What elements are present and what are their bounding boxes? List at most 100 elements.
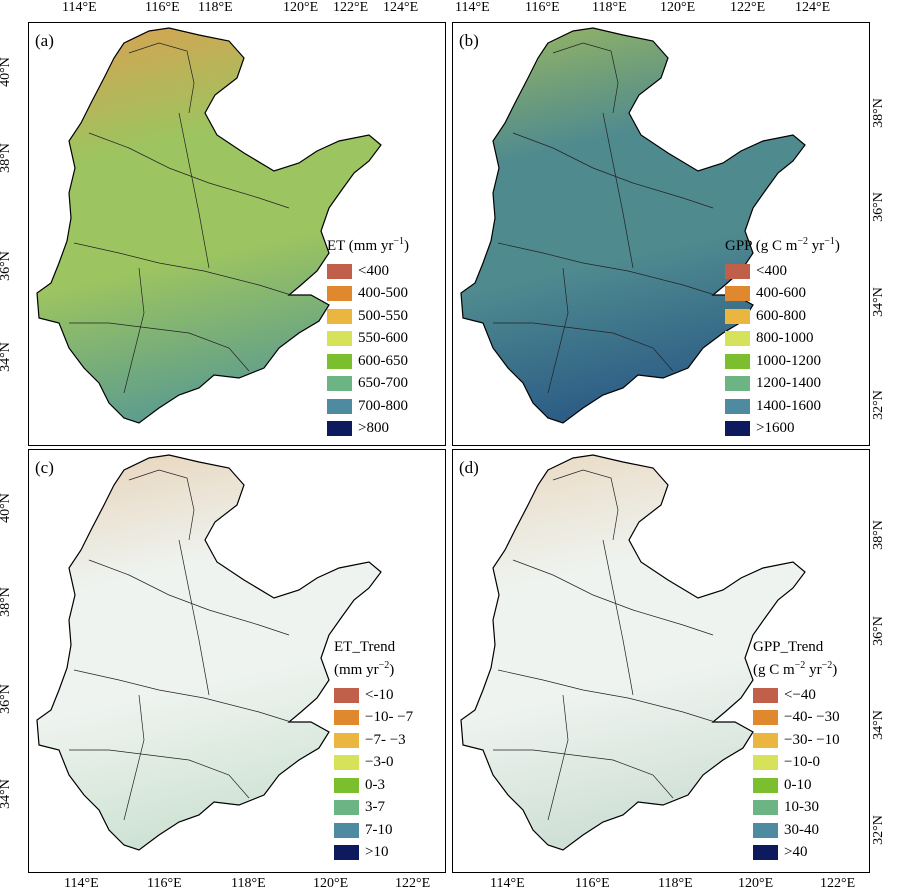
- legend-swatch: [334, 845, 359, 861]
- legend-subtitle: (g C m−2 yr−2): [753, 660, 838, 678]
- province-boundaries: [493, 42, 716, 394]
- legend-label: 600-800: [756, 307, 806, 324]
- x-tick: 120°E: [738, 876, 774, 891]
- legend: ET_Trend (mm yr−2) <-10 −10- −7 −7- −3 −3-0…: [334, 640, 413, 864]
- legend-swatch: [334, 822, 359, 838]
- legend-label: −3-0: [365, 754, 394, 771]
- map-region-a: [36, 27, 382, 424]
- legend-label: 30-40: [784, 821, 819, 838]
- legend-swatch: [725, 308, 750, 324]
- legend-label: 600-650: [358, 352, 408, 369]
- x-tick: 122°E: [730, 0, 766, 15]
- legend-label: 550-600: [358, 330, 408, 347]
- x-tick: 114°E: [62, 0, 97, 15]
- y-tick: 36°N: [0, 251, 13, 281]
- legend-swatch: [753, 710, 778, 726]
- panel-label: (c): [35, 458, 54, 477]
- legend-swatch: [334, 755, 359, 771]
- legend-swatch: [327, 353, 352, 369]
- legend-swatch: [725, 353, 750, 369]
- x-tick: 118°E: [592, 0, 627, 15]
- province-boundaries: [493, 469, 716, 821]
- x-tick: 120°E: [313, 876, 349, 891]
- legend-item: 1000-1200: [725, 350, 840, 373]
- panel-c: (c) ET_Trend (mm yr−2) <-10 −10- −7 −7- −3…: [28, 449, 446, 873]
- x-tick: 122°E: [395, 876, 431, 891]
- legend-label: 0-3: [365, 776, 385, 793]
- legend-label: 650-700: [358, 375, 408, 392]
- map-region-c: [36, 454, 382, 851]
- legend-label: >40: [784, 844, 808, 861]
- legend-label: 400-500: [358, 285, 408, 302]
- x-tick: 122°E: [333, 0, 369, 15]
- legend-swatch: [753, 777, 778, 793]
- panel-a: (a) ET (mm yr−1) <400 400-500 500-550 550-6…: [28, 22, 446, 446]
- x-tick: 124°E: [383, 0, 419, 15]
- panel-d: (d) GPP_Trend (g C m−2 yr−2) <−40 −40- −3…: [452, 449, 870, 873]
- legend-swatch: [725, 263, 750, 279]
- legend-item: <400: [725, 260, 840, 283]
- y-tick: 38°N: [0, 143, 13, 173]
- legend-swatch: [334, 710, 359, 726]
- legend-item: 3-7: [334, 797, 413, 820]
- legend-label: 7-10: [365, 821, 393, 838]
- legend-swatch: [334, 732, 359, 748]
- x-tick: 124°E: [795, 0, 831, 15]
- legend-label: 1200-1400: [756, 375, 821, 392]
- legend-item: >10: [334, 842, 413, 865]
- legend-title: ET (mm yr−1): [327, 236, 410, 254]
- legend-item: −10-0: [753, 752, 840, 775]
- legend-item: <−40: [753, 684, 840, 707]
- legend: GPP_Trend (g C m−2 yr−2) <−40 −40- −30 −30…: [753, 640, 840, 864]
- legend-label: >800: [358, 420, 389, 437]
- legend-item: −30- −10: [753, 729, 840, 752]
- y-tick: 38°N: [0, 587, 13, 617]
- x-tick: 116°E: [145, 0, 180, 15]
- legend-item: 1400-1600: [725, 395, 840, 418]
- legend-item: 10-30: [753, 797, 840, 820]
- x-tick: 122°E: [820, 876, 856, 891]
- legend-label: <400: [756, 262, 787, 279]
- legend-item: 400-600: [725, 283, 840, 306]
- legend-swatch: [327, 421, 352, 437]
- x-tick: 114°E: [455, 0, 490, 15]
- legend-item: −10- −7: [334, 707, 413, 730]
- y-tick: 34°N: [0, 779, 13, 809]
- legend-swatch: [725, 331, 750, 347]
- legend-item: >1600: [725, 418, 840, 441]
- legend-label: >10: [365, 844, 389, 861]
- legend-label: 500-550: [358, 307, 408, 324]
- legend-swatch: [753, 822, 778, 838]
- legend-label: −10- −7: [365, 709, 414, 726]
- legend-item: −3-0: [334, 752, 413, 775]
- legend-item: 650-700: [327, 373, 409, 396]
- x-tick: 120°E: [283, 0, 319, 15]
- legend-label: 1000-1200: [756, 352, 821, 369]
- legend-label: <−40: [784, 686, 816, 703]
- legend: GPP (g C m−2 yr−1) <400 400-600 600-800 800…: [725, 237, 840, 440]
- region-shape: [36, 27, 382, 424]
- x-tick: 116°E: [575, 876, 610, 891]
- y-tick: 36°N: [0, 684, 13, 714]
- legend-item: 700-800: [327, 395, 409, 418]
- region-shape: [36, 454, 382, 851]
- legend-swatch: [725, 376, 750, 392]
- y-tick: 36°N: [870, 192, 886, 222]
- legend-item: 600-650: [327, 350, 409, 373]
- legend-item: >40: [753, 842, 840, 865]
- map-region-b: [460, 27, 806, 424]
- legend-item: 1200-1400: [725, 373, 840, 396]
- legend-item: 800-1000: [725, 328, 840, 351]
- legend-title: GPP_Trend: [753, 639, 824, 655]
- y-tick: 32°N: [870, 815, 886, 845]
- legend-item: 550-600: [327, 328, 409, 351]
- legend-item: 500-550: [327, 305, 409, 328]
- legend-swatch: [327, 286, 352, 302]
- legend-item: 7-10: [334, 819, 413, 842]
- legend-item: 600-800: [725, 305, 840, 328]
- x-tick: 118°E: [198, 0, 233, 15]
- region-shape: [460, 454, 806, 851]
- legend-label: 0-10: [784, 776, 812, 793]
- legend-swatch: [753, 687, 778, 703]
- panel-label: (d): [459, 458, 479, 477]
